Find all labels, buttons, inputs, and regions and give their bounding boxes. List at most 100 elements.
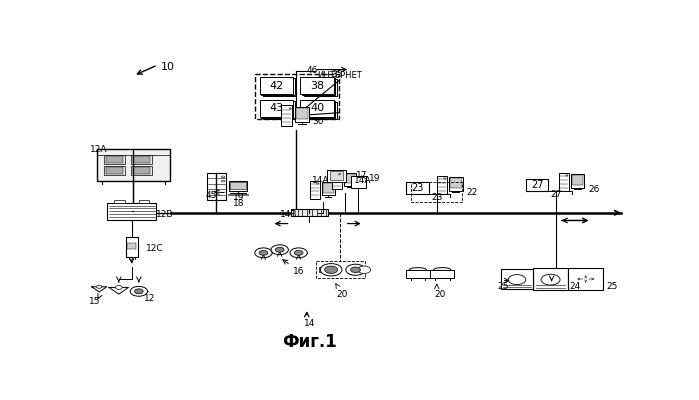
Bar: [343, 173, 356, 186]
Text: 26: 26: [589, 185, 600, 194]
Bar: [526, 179, 549, 191]
Text: 23: 23: [412, 183, 424, 193]
Bar: [106, 156, 123, 163]
Text: 30: 30: [312, 117, 324, 126]
Bar: [323, 183, 333, 193]
Bar: [133, 156, 150, 163]
Bar: [572, 175, 584, 185]
Bar: [319, 267, 322, 272]
Circle shape: [294, 250, 303, 255]
Bar: [571, 174, 584, 188]
Bar: [449, 177, 463, 191]
Text: 23: 23: [431, 193, 442, 202]
Bar: [500, 269, 533, 289]
Bar: [131, 166, 152, 175]
Text: 20: 20: [434, 290, 445, 299]
Text: 40: 40: [310, 103, 324, 113]
Circle shape: [130, 286, 147, 296]
Bar: [291, 209, 329, 216]
Text: 35: 35: [331, 70, 343, 78]
Bar: [327, 170, 346, 182]
Text: 18: 18: [233, 199, 244, 208]
Text: Фиг.1: Фиг.1: [282, 333, 337, 351]
Bar: [261, 78, 295, 95]
Text: 25: 25: [497, 282, 508, 291]
Bar: [97, 149, 170, 181]
Text: 20: 20: [337, 290, 348, 299]
Bar: [127, 243, 136, 249]
Bar: [281, 105, 292, 126]
Bar: [228, 194, 247, 195]
Text: 17: 17: [356, 171, 367, 180]
Bar: [255, 74, 339, 119]
Bar: [106, 167, 123, 174]
Circle shape: [222, 180, 224, 182]
Bar: [133, 167, 150, 174]
Ellipse shape: [433, 268, 451, 272]
Text: 19: 19: [369, 174, 380, 183]
Bar: [568, 268, 603, 290]
Bar: [302, 78, 336, 95]
Text: 14: 14: [304, 319, 315, 328]
Text: 14B: 14B: [280, 210, 298, 219]
Circle shape: [444, 178, 446, 179]
Text: 12B: 12B: [156, 210, 173, 219]
Bar: [301, 100, 334, 117]
Text: 10: 10: [161, 62, 175, 72]
Text: 27: 27: [531, 180, 543, 190]
Bar: [131, 155, 152, 164]
Circle shape: [222, 176, 224, 178]
Circle shape: [324, 266, 338, 274]
Circle shape: [346, 264, 366, 275]
Bar: [230, 182, 246, 189]
Text: 45: 45: [206, 191, 217, 200]
Bar: [405, 270, 430, 278]
Text: 22: 22: [467, 188, 478, 197]
Bar: [316, 262, 365, 278]
Bar: [261, 101, 295, 118]
Circle shape: [338, 174, 340, 175]
Bar: [259, 77, 294, 94]
Bar: [138, 200, 150, 203]
Bar: [108, 203, 156, 220]
Circle shape: [259, 250, 268, 255]
Bar: [430, 270, 454, 278]
Text: 27: 27: [551, 190, 562, 199]
Bar: [351, 176, 366, 188]
Bar: [259, 100, 294, 117]
Bar: [263, 102, 296, 118]
Text: 16: 16: [294, 267, 305, 276]
Circle shape: [508, 275, 526, 285]
Circle shape: [358, 266, 370, 274]
Text: 25: 25: [606, 282, 618, 291]
Bar: [437, 176, 447, 194]
Bar: [559, 173, 569, 191]
Text: 42: 42: [269, 81, 284, 91]
Bar: [294, 107, 310, 122]
Circle shape: [320, 264, 342, 276]
Bar: [345, 174, 355, 184]
Bar: [303, 102, 337, 118]
Circle shape: [115, 286, 122, 289]
Circle shape: [271, 245, 289, 255]
Bar: [406, 182, 429, 194]
Circle shape: [289, 108, 291, 109]
Bar: [302, 101, 336, 118]
Circle shape: [565, 175, 568, 176]
Circle shape: [254, 248, 272, 258]
Text: 43: 43: [269, 103, 284, 113]
Bar: [229, 181, 247, 191]
Bar: [126, 237, 138, 257]
Circle shape: [541, 274, 560, 285]
Circle shape: [290, 248, 308, 258]
Text: 46: 46: [307, 66, 318, 75]
Bar: [332, 172, 342, 189]
Circle shape: [96, 285, 102, 288]
Text: 38: 38: [310, 81, 324, 91]
Bar: [114, 200, 125, 203]
Text: 12A: 12A: [90, 145, 108, 154]
Bar: [303, 79, 337, 96]
Bar: [450, 178, 461, 188]
Text: 15: 15: [89, 297, 100, 306]
Bar: [322, 182, 335, 195]
